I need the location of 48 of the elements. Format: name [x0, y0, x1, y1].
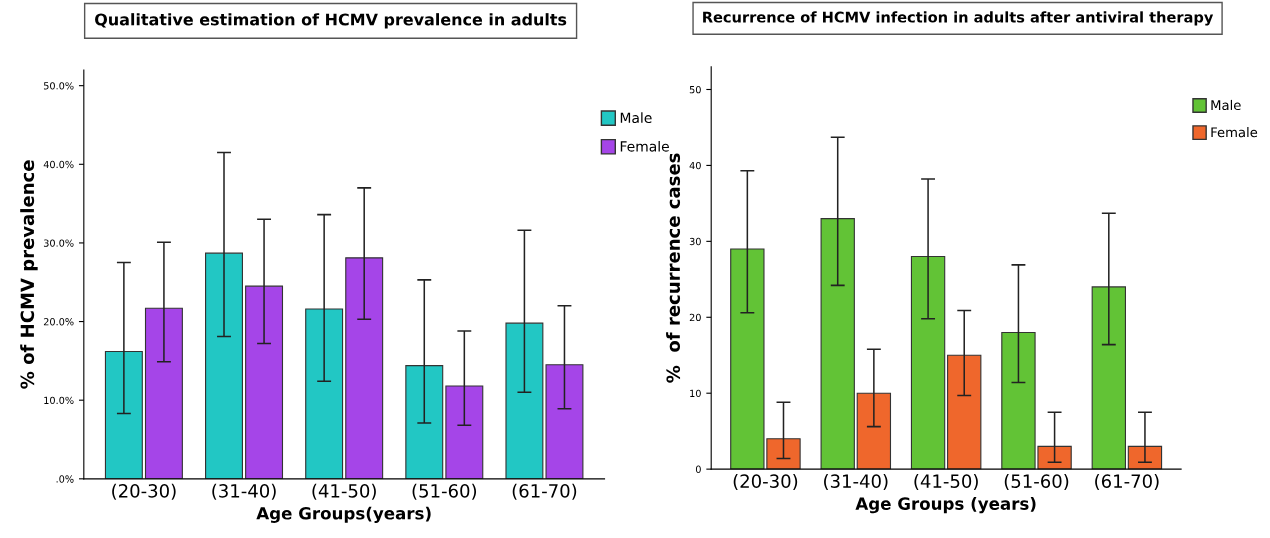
y-tick-label: .0% — [56, 475, 74, 483]
x-tick-label: (51-60) — [1004, 474, 1069, 491]
bar — [405, 365, 444, 479]
y-tick-label: 20 — [689, 313, 701, 322]
x-tick-label: (61-70) — [1095, 474, 1159, 491]
bar — [1091, 286, 1126, 470]
y-tick-label: 50.0% — [43, 82, 74, 90]
bar — [104, 350, 143, 479]
bar — [144, 307, 183, 479]
bar — [947, 354, 982, 470]
legend-label: Female — [1211, 127, 1258, 138]
y-axis-title: % of recurrence cases — [666, 153, 681, 383]
x-tick-label: (41-50) — [312, 483, 376, 500]
legend-label: Female — [620, 140, 669, 152]
y-tick-label: 10 — [690, 389, 701, 398]
x-tick-label: (20-30) — [733, 474, 798, 491]
bar — [1127, 445, 1163, 470]
bar — [205, 252, 243, 479]
x-tick-label: (41-50) — [914, 474, 978, 491]
bar — [305, 308, 344, 479]
x-tick-label: (31-40) — [824, 474, 888, 491]
y-tick-label: 0 — [695, 465, 701, 473]
chart-title: Qualitative estimation of HCMV prevalence in adults — [95, 13, 567, 29]
bar — [856, 392, 892, 470]
x-axis-title: Age Groups (years) — [855, 497, 1036, 514]
legend-label: Male — [1211, 99, 1241, 111]
bar — [910, 255, 946, 470]
x-tick-label: (31-40) — [212, 483, 276, 500]
legend-label: Male — [620, 112, 652, 124]
bar — [545, 364, 584, 479]
y-tick-label: 10.0% — [44, 396, 74, 405]
bar — [345, 257, 384, 479]
x-tick-label: (20-30) — [112, 483, 176, 500]
y-tick-label: 40.0% — [43, 160, 74, 169]
y-tick-label: 50 — [689, 85, 701, 94]
x-tick-label: (51-60) — [412, 483, 477, 500]
y-axis-title: % of HCMV prevalence — [20, 160, 38, 389]
x-axis-title: Age Groups(years) — [256, 506, 431, 523]
bar — [245, 285, 284, 479]
chart-title: Recurrence of HCMV infection in adults after antiviral therapy — [703, 11, 1214, 26]
y-tick-label: 30 — [689, 237, 701, 246]
y-tick-label: 40 — [689, 161, 701, 170]
y-tick-label: 20.0% — [43, 318, 74, 326]
x-tick-label: (61-70) — [512, 483, 577, 500]
bar — [445, 385, 484, 479]
bar — [820, 218, 855, 470]
bar — [505, 322, 544, 479]
y-tick-label: 30.0% — [43, 239, 74, 247]
